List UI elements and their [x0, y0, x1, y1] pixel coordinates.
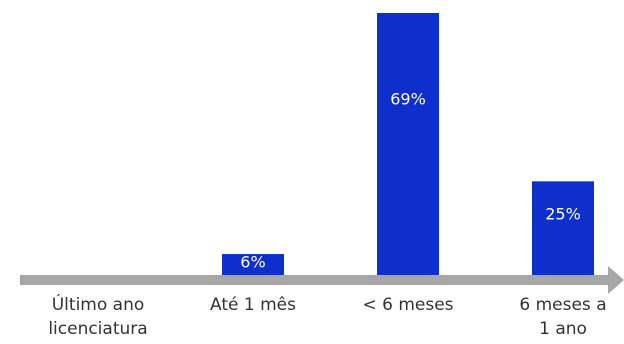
x-axis: [20, 266, 624, 294]
x-axis-arrow-icon: [608, 266, 624, 294]
bar-2: [377, 13, 439, 277]
bar-value-label-3: 25%: [545, 205, 581, 224]
category-label-0-line-1: licenciatura: [48, 319, 147, 339]
category-labels: Último ano licenciatura Até 1 mês < 6 meses…: [48, 293, 606, 339]
bar-3: [532, 181, 594, 277]
category-label-3-line-1: 1 ano: [539, 319, 587, 339]
bar-value-label-1: 6%: [240, 253, 265, 272]
bar-1: [222, 254, 284, 277]
bar-value-label-2: 69%: [390, 90, 426, 109]
category-label-3-line-0: 6 meses a: [519, 295, 606, 315]
category-label-1-line-0: Até 1 mês: [210, 295, 296, 315]
category-label-0-line-0: Último ano: [52, 293, 145, 315]
category-label-2-line-0: < 6 meses: [362, 295, 453, 315]
bars-group: 6% 69% 25%: [222, 13, 594, 277]
x-axis-line: [20, 275, 610, 285]
